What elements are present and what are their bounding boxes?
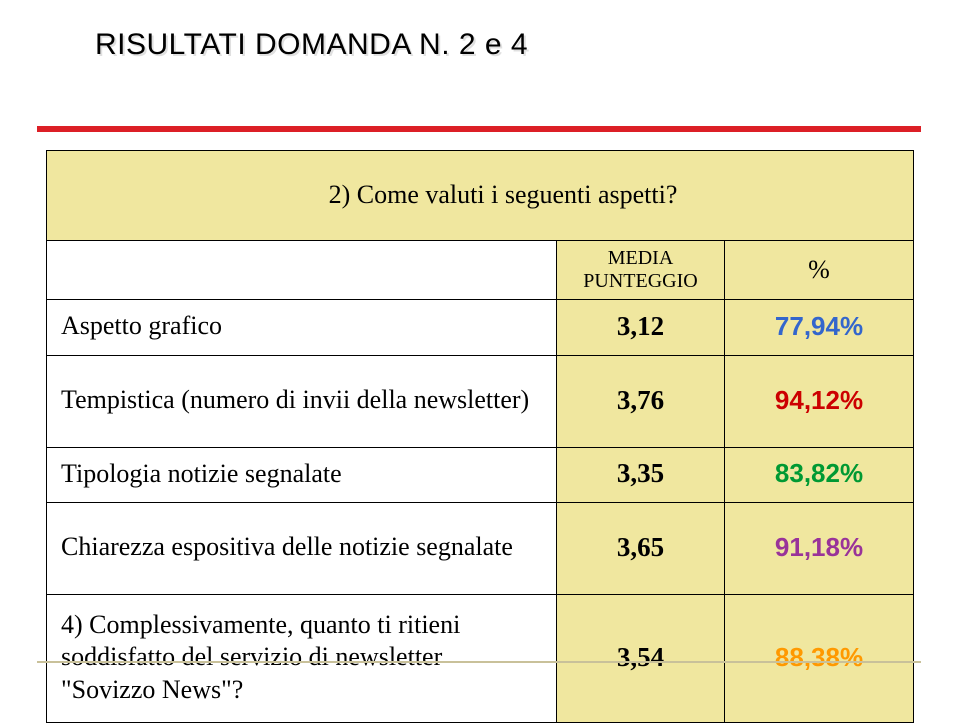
row-pct: 77,94% [725, 300, 914, 356]
table-row: Tipologia notizie segnalate 3,35 83,82% [47, 447, 914, 503]
row-pct: 83,82% [725, 447, 914, 503]
row-pct: 94,12% [725, 355, 914, 447]
table-row: Tempistica (numero di invii della newsle… [47, 355, 914, 447]
row-label: Tipologia notizie segnalate [47, 447, 557, 503]
header-media: MEDIA PUNTEGGIO [557, 241, 725, 300]
table-row: 4) Complessivamente, quanto ti ritieni s… [47, 595, 914, 723]
row-label: 4) Complessivamente, quanto ti ritieni s… [47, 595, 557, 723]
row-label: Chiarezza espositiva delle notizie segna… [47, 503, 557, 595]
slide: RISULTATI DOMANDA N. 2 e 4 2) Come valut… [0, 0, 959, 717]
row-value: 3,65 [557, 503, 725, 595]
row-value: 3,12 [557, 300, 725, 356]
question-cell: 2) Come valuti i seguenti aspetti? [47, 151, 914, 241]
table-row: Aspetto grafico 3,12 77,94% [47, 300, 914, 356]
red-divider [37, 126, 921, 132]
row-pct: 88,38% [725, 595, 914, 723]
table-row: Chiarezza espositiva delle notizie segna… [47, 503, 914, 595]
row-value: 3,76 [557, 355, 725, 447]
footer-divider [37, 661, 921, 663]
question-row: 2) Come valuti i seguenti aspetti? [47, 151, 914, 241]
header-row: MEDIA PUNTEGGIO % [47, 241, 914, 300]
header-pct: % [725, 241, 914, 300]
slide-title: RISULTATI DOMANDA N. 2 e 4 [95, 28, 919, 62]
row-value: 3,35 [557, 447, 725, 503]
header-empty [47, 241, 557, 300]
results-table-wrap: 2) Come valuti i seguenti aspetti? MEDIA… [46, 150, 913, 723]
row-value: 3,54 [557, 595, 725, 723]
row-label: Tempistica (numero di invii della newsle… [47, 355, 557, 447]
row-label: Aspetto grafico [47, 300, 557, 356]
row-pct: 91,18% [725, 503, 914, 595]
results-table: 2) Come valuti i seguenti aspetti? MEDIA… [46, 150, 914, 723]
